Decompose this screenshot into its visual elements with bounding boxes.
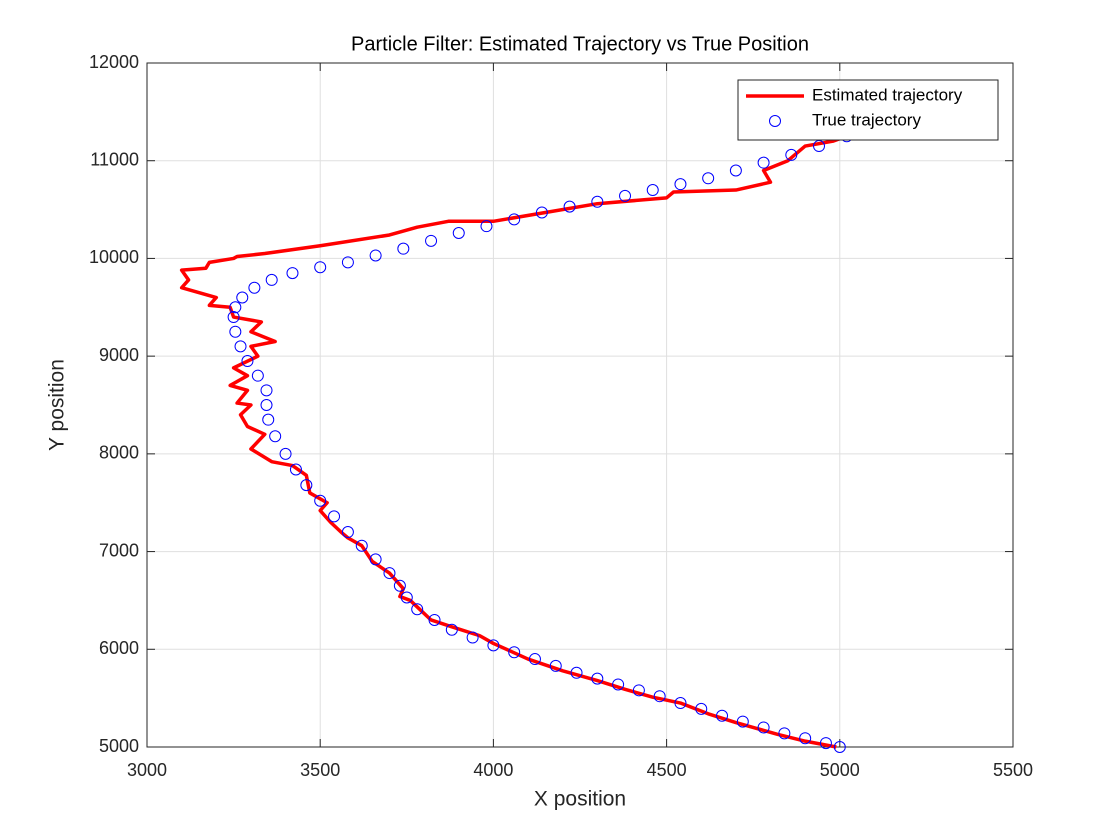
true-point (452, 227, 465, 240)
true-point (757, 721, 770, 734)
true-point (428, 613, 441, 626)
x-axis-label: X position (534, 788, 626, 811)
true-point (729, 164, 742, 177)
true-point (269, 430, 282, 443)
true-point (619, 189, 632, 202)
legend-box (737, 79, 999, 141)
true-point (799, 732, 812, 745)
true-point (314, 261, 327, 274)
true-point (646, 184, 659, 197)
true-point (535, 206, 548, 219)
true-point (265, 273, 278, 286)
y-tick-label: 7000 (99, 540, 139, 560)
y-tick-label: 8000 (99, 443, 139, 463)
x-tick-label: 5500 (993, 760, 1033, 780)
true-point (411, 603, 424, 616)
true-point (653, 690, 666, 703)
true-point (400, 591, 413, 604)
true-point (813, 140, 826, 153)
true-point (612, 678, 625, 691)
axes-box (146, 62, 1014, 748)
legend-label: True trajectory (812, 110, 921, 129)
true-point (236, 291, 249, 304)
y-tick-label: 11000 (90, 149, 139, 169)
true-point (591, 672, 604, 685)
true-point (563, 200, 576, 213)
true-point (241, 355, 254, 368)
y-tick-label: 9000 (99, 345, 139, 365)
true-point (262, 413, 275, 426)
x-tick-label: 4500 (647, 760, 687, 780)
true-point (248, 281, 261, 294)
y-tick-label: 5000 (99, 736, 139, 756)
x-tick-label: 4000 (473, 760, 513, 780)
true-point (695, 702, 708, 715)
y-tick-label: 6000 (99, 638, 139, 658)
true-point (736, 715, 749, 728)
true-point (819, 737, 832, 750)
legend-label: Estimated trajectory (812, 85, 963, 104)
x-tick-label: 3500 (300, 760, 340, 780)
true-point (289, 463, 302, 476)
true-point (674, 178, 687, 191)
true-point (300, 479, 313, 492)
true-point (234, 340, 247, 353)
true-point (328, 510, 341, 523)
true-point (445, 623, 458, 636)
y-tick-label: 12000 (89, 52, 139, 72)
true-point (716, 709, 729, 722)
true-point (528, 653, 541, 666)
plot-area (147, 63, 1013, 747)
true-point (286, 267, 299, 280)
true-point (778, 727, 791, 740)
true-point (251, 369, 264, 382)
true-point (674, 697, 687, 710)
legend: Estimated trajectory True trajectory (737, 79, 999, 141)
estimated-line (179, 134, 848, 749)
true-point (833, 741, 846, 753)
true-point (355, 539, 368, 552)
true-point (369, 249, 382, 262)
true-point (229, 325, 242, 338)
true-point (466, 631, 479, 644)
true-point (508, 646, 521, 659)
true-point (425, 234, 438, 247)
x-tick-label: 5000 (820, 760, 860, 780)
true-point (757, 156, 770, 169)
true-point (785, 148, 798, 161)
true-point (314, 494, 327, 507)
true-point (260, 399, 273, 411)
y-axis-label: Y position (46, 359, 69, 451)
true-point (487, 639, 500, 652)
true-point (369, 553, 382, 566)
true-point (508, 213, 521, 226)
true-point (702, 172, 715, 185)
true-point (549, 659, 562, 672)
true-point (591, 195, 604, 208)
true-point (480, 220, 493, 233)
y-tick-label: 10000 (89, 247, 139, 267)
x-tick-label: 3000 (127, 760, 167, 780)
true-point (341, 256, 354, 269)
true-point (393, 579, 406, 592)
true-point (227, 311, 240, 324)
true-point (383, 567, 396, 580)
true-point (397, 242, 410, 255)
true-point (279, 447, 292, 460)
chart-title: Particle Filter: Estimated Trajectory vs… (351, 33, 809, 55)
true-point (341, 526, 354, 539)
true-point (570, 666, 583, 679)
true-point (229, 301, 242, 314)
true-point (632, 684, 645, 697)
true-point (260, 384, 273, 397)
legend-swatch (769, 115, 781, 127)
